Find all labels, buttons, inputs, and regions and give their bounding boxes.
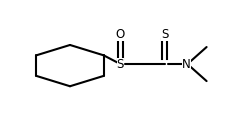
- Text: S: S: [161, 28, 168, 41]
- Text: S: S: [117, 58, 124, 71]
- Text: O: O: [116, 28, 125, 41]
- Text: N: N: [182, 58, 191, 71]
